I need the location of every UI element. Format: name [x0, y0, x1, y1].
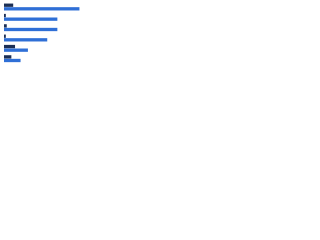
bar: [4, 44, 16, 49]
chart: [4, 3, 80, 63]
bar: [4, 13, 6, 18]
bar: [4, 55, 12, 59]
page: (() => { const data = JSON.parse(documen…: [0, 0, 320, 71]
bar: [4, 58, 21, 63]
bar: [4, 34, 6, 38]
bar: [4, 24, 7, 28]
bar: [4, 38, 48, 42]
bar: [4, 3, 14, 7]
bar: [4, 17, 58, 21]
bar: [4, 7, 80, 11]
bar: [4, 27, 58, 32]
bar: [4, 48, 28, 52]
